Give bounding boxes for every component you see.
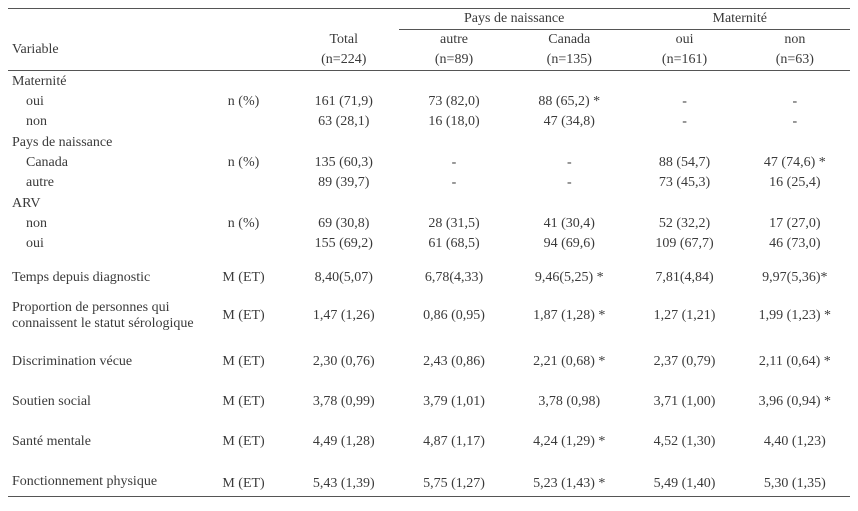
row-maternite-non: non 63 (28,1) 16 (18,0) 47 (34,8) - - [8, 112, 850, 132]
col-g2a-n: (n=161) [629, 50, 739, 71]
col-g1b-label: Canada [509, 30, 629, 51]
col-variable: Variable [8, 30, 198, 71]
col-total-n: (n=224) [289, 50, 399, 71]
row-discrim: Discrimination vécue M (ET) 2,30 (0,76) … [8, 352, 850, 372]
row-maternite-oui: oui 161 (71,9) 73 (82,0) 88 (65,2) * - - [8, 92, 850, 112]
row-arv-oui: oui 155 (69,2) 61 (68,5) 94 (69,6) 109 (… [8, 234, 850, 254]
stat-npct: n (%) [198, 193, 288, 254]
stat-met: M (ET) [198, 268, 288, 288]
stat-met: M (ET) [198, 472, 288, 497]
col-g2a-label: oui [629, 30, 739, 51]
col-g2b-n: (n=63) [740, 50, 850, 71]
col-g1a-n: (n=89) [399, 50, 509, 71]
stat-met: M (ET) [198, 298, 288, 334]
group2-title: Maternité [629, 9, 850, 30]
col-g1b-n: (n=135) [509, 50, 629, 71]
row-sante: Santé mentale M (ET) 4,49 (1,28) 4,87 (1… [8, 432, 850, 452]
row-pays-canada: Canada 135 (60,3) - - 88 (54,7) 47 (74,6… [8, 153, 850, 173]
group1-title: Pays de naissance [399, 9, 630, 30]
row-prop: Proportion de personnes qui connaissent … [8, 298, 850, 334]
section-arv-title: ARV n (%) [8, 193, 850, 214]
col-g1a-label: autre [399, 30, 509, 51]
row-arv-non: non 69 (30,8) 28 (31,5) 41 (30,4) 52 (32… [8, 214, 850, 234]
stat-met: M (ET) [198, 432, 288, 452]
section-maternite-title: Maternité n (%) [8, 71, 850, 93]
col-total-label: Total [289, 30, 399, 51]
header-row-2: Variable Total autre Canada oui non [8, 30, 850, 51]
stat-npct: n (%) [198, 71, 288, 133]
row-soutien: Soutien social M (ET) 3,78 (0,99) 3,79 (… [8, 392, 850, 412]
header-row-1: Pays de naissance Maternité [8, 9, 850, 30]
stat-met: M (ET) [198, 352, 288, 372]
row-fonc: Fonctionnement physique M (ET) 5,43 (1,3… [8, 472, 850, 497]
stats-table: Pays de naissance Maternité Variable Tot… [8, 8, 850, 497]
stat-met: M (ET) [198, 392, 288, 412]
row-temps: Temps depuis diagnostic M (ET) 8,40(5,07… [8, 268, 850, 288]
col-g2b-label: non [740, 30, 850, 51]
row-pays-autre: autre 89 (39,7) - - 73 (45,3) 16 (25,4) [8, 173, 850, 193]
section-pays-title: Pays de naissance n (%) [8, 132, 850, 153]
stat-npct: n (%) [198, 132, 288, 193]
